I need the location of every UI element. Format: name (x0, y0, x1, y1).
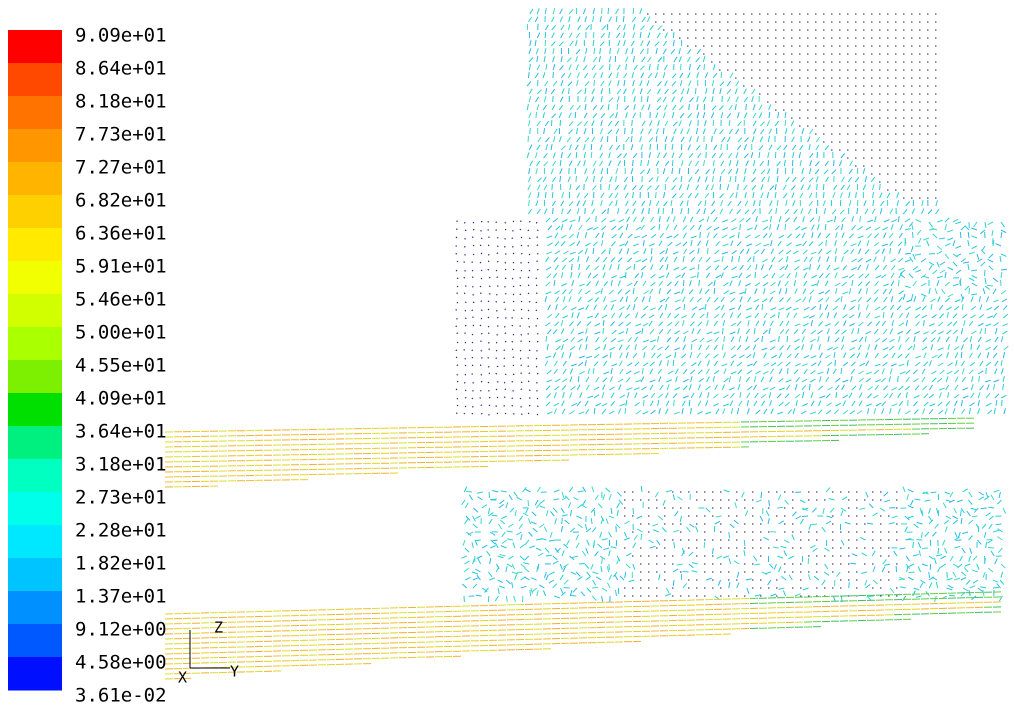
vector-arrows (463, 8, 1008, 602)
vector-field (165, 8, 1008, 679)
legend-swatch (8, 426, 62, 460)
legend-label: 7.73e+01 (75, 124, 167, 146)
legend-swatch (8, 261, 62, 295)
vector-arrows (462, 8, 1007, 602)
triad-x-label: X (178, 669, 187, 687)
legend-swatch (8, 162, 62, 196)
legend-label: 1.37e+01 (75, 586, 167, 608)
vector-arrows (461, 8, 1007, 602)
legend-swatch (8, 327, 62, 361)
legend-label: 8.64e+01 (75, 58, 167, 80)
legend-label: 2.28e+01 (75, 520, 167, 542)
legend-swatch (8, 591, 62, 625)
legend-swatch (8, 558, 62, 592)
legend-label: 9.12e+00 (75, 619, 167, 641)
legend-label: 8.18e+01 (75, 91, 167, 113)
legend-label: 5.46e+01 (75, 289, 167, 311)
legend-swatch (8, 96, 62, 130)
legend-swatch (8, 624, 62, 658)
legend-label: 3.64e+01 (75, 421, 167, 443)
legend-swatch (8, 30, 62, 64)
legend-swatch (8, 228, 62, 262)
legend-label: 4.55e+01 (75, 355, 167, 377)
legend-label: 5.91e+01 (75, 256, 167, 278)
legend-label: 4.09e+01 (75, 388, 167, 410)
legend-swatch (8, 63, 62, 97)
legend-swatch (8, 195, 62, 229)
legend-swatch (8, 492, 62, 526)
legend-label: 3.18e+01 (75, 454, 167, 476)
legend-label: 7.27e+01 (75, 157, 167, 179)
color-legend: 9.09e+01 8.64e+01 8.18e+01 7.73e+01 7.27e+01… (8, 25, 167, 707)
vector-arrows (165, 423, 983, 679)
legend-label: 1.82e+01 (75, 553, 167, 575)
vector-plot: 9.09e+01 8.64e+01 8.18e+01 7.73e+01 7.27e+01… (0, 0, 1014, 710)
legend-swatch (8, 657, 62, 691)
legend-swatch (8, 459, 62, 493)
legend-label: 4.58e+00 (75, 652, 167, 674)
legend-swatch (8, 393, 62, 427)
legend-label: 6.36e+01 (75, 223, 167, 245)
legend-label: 6.82e+01 (75, 190, 167, 212)
legend-swatch (8, 360, 62, 394)
legend-swatch (8, 525, 62, 559)
legend-label: 2.73e+01 (75, 487, 167, 509)
triad-z-label: Z (214, 619, 223, 637)
legend-label: 5.00e+01 (75, 322, 167, 344)
legend-swatch (8, 129, 62, 163)
legend-label: 9.09e+01 (75, 25, 167, 47)
legend-label: 3.61e-02 (75, 685, 167, 707)
vector-arrows (165, 422, 1001, 673)
triad-y-label: Y (230, 663, 239, 681)
legend-swatch (8, 294, 62, 328)
